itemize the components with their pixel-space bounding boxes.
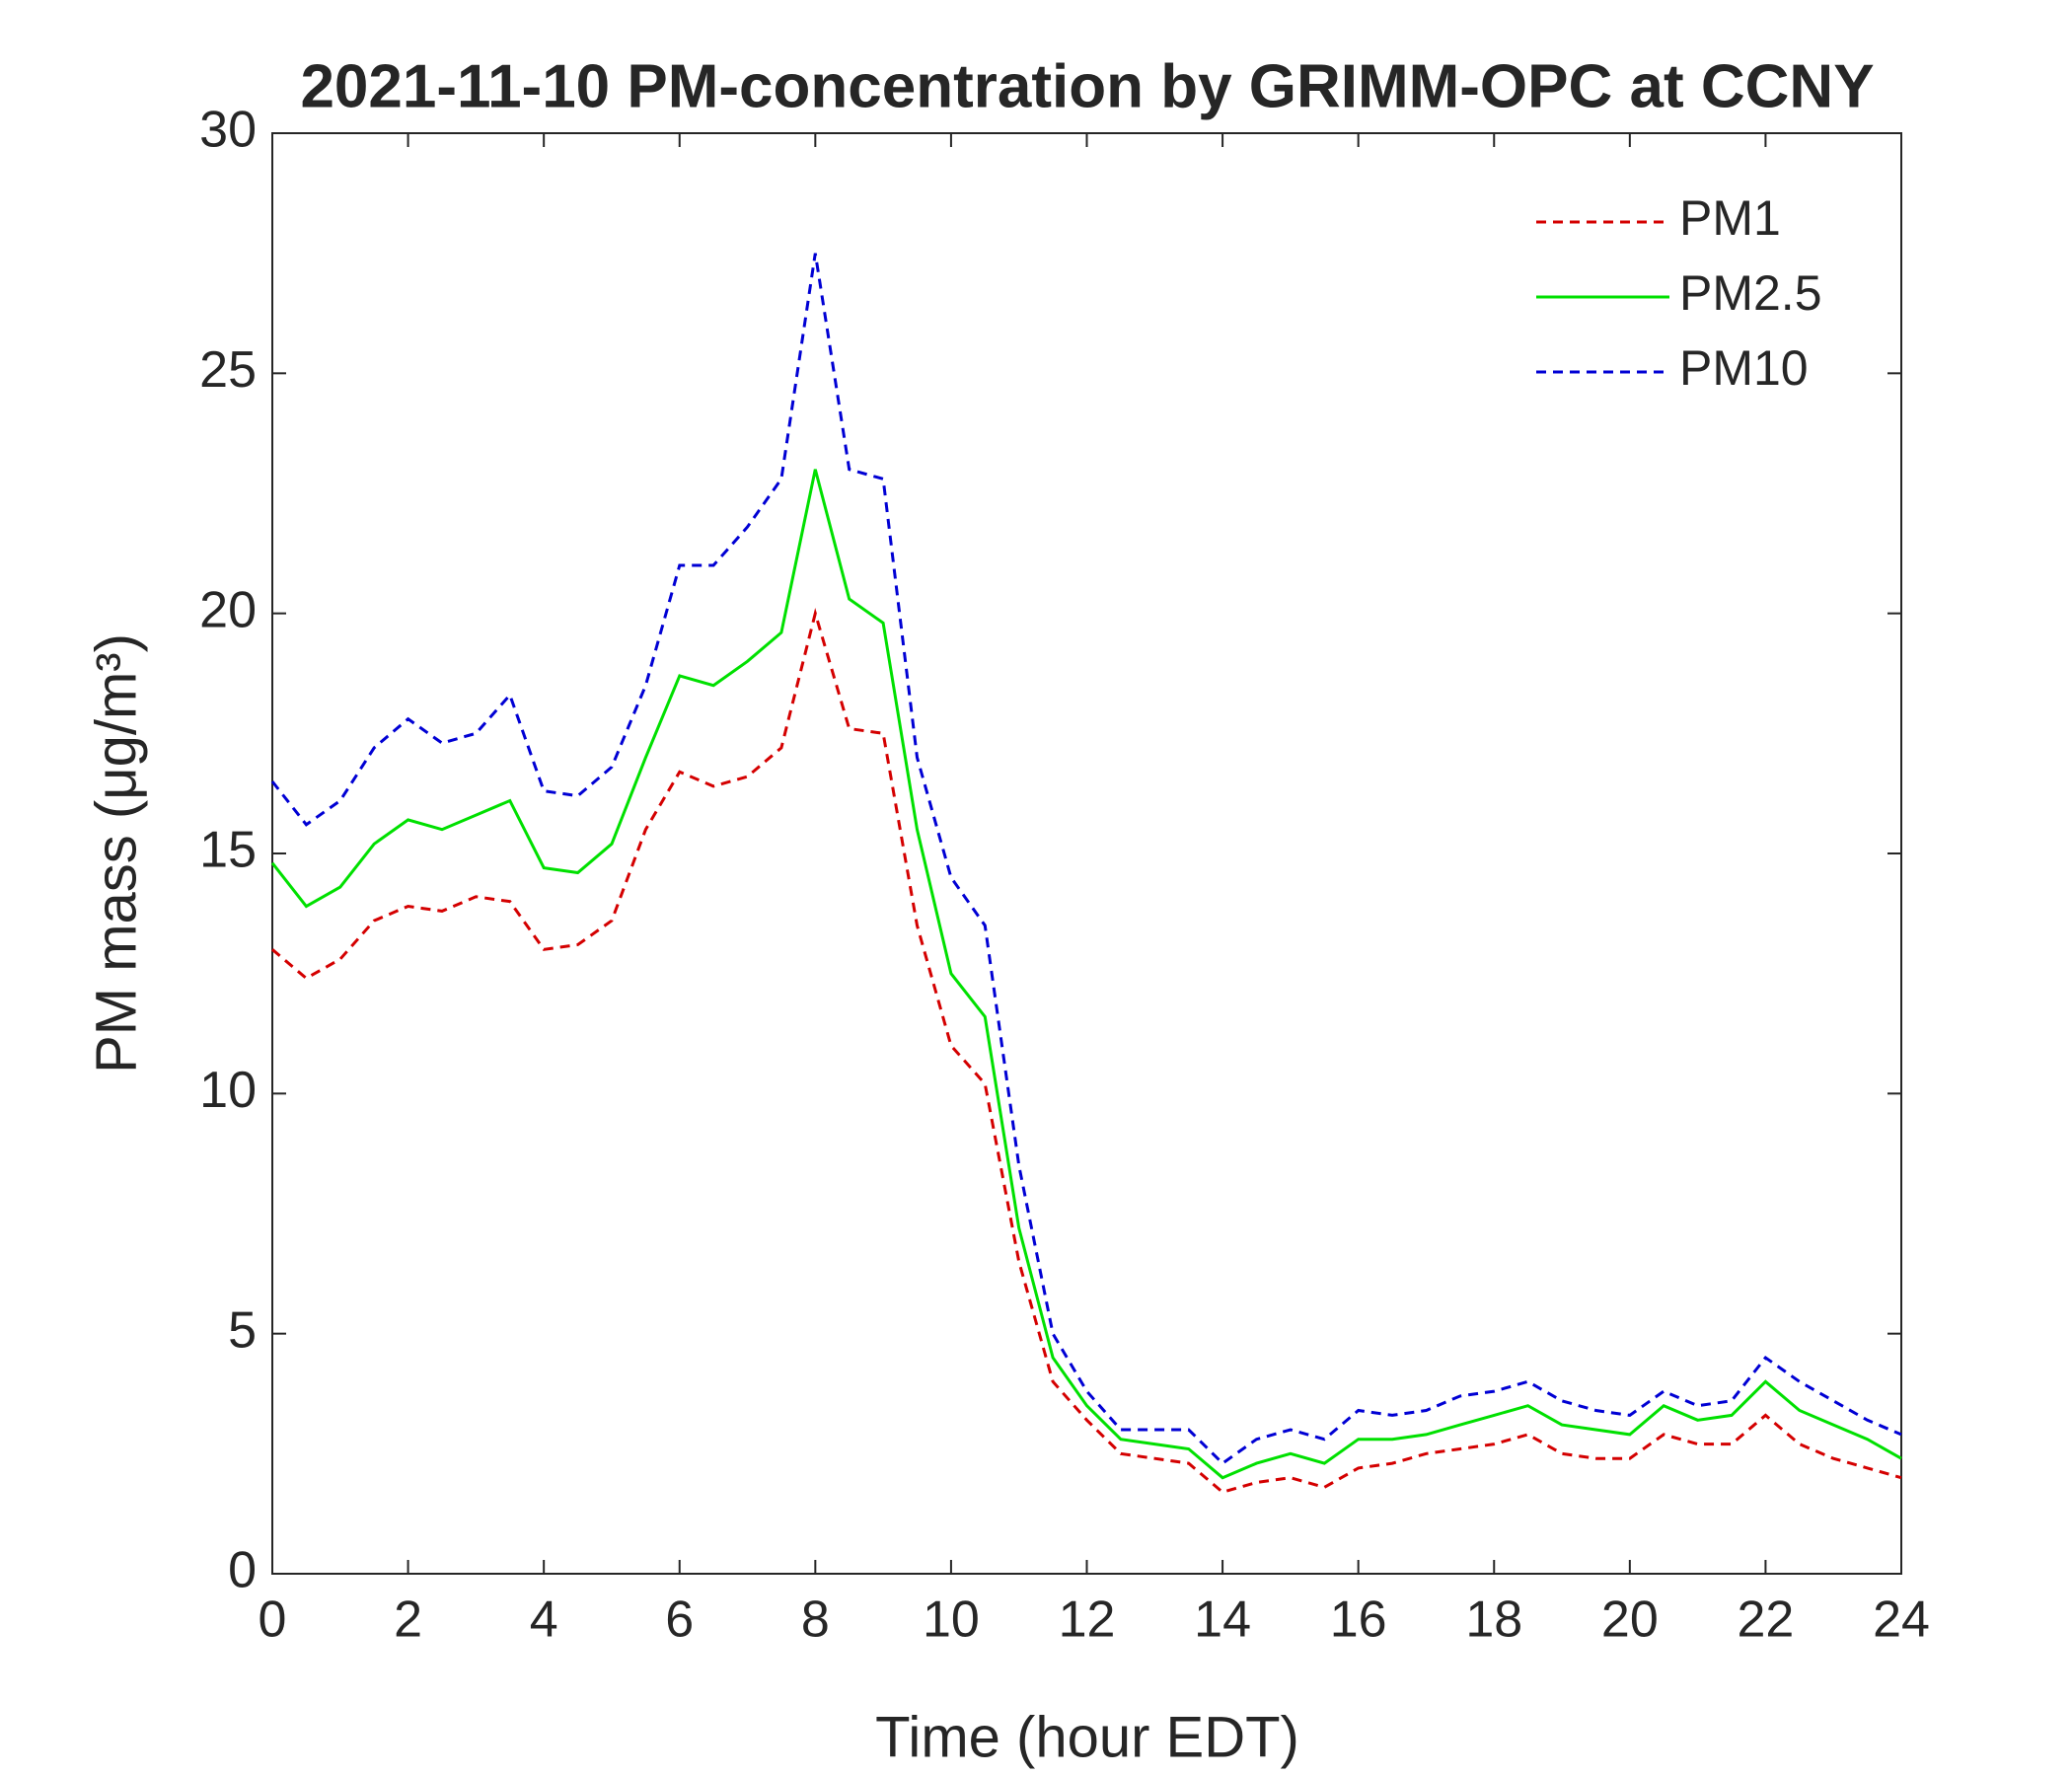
x-tick-label: 12 (1059, 1591, 1116, 1649)
y-tick-label: 30 (199, 102, 257, 159)
x-tick-label: 6 (665, 1591, 694, 1649)
x-axis-label: Time (hour EDT) (875, 1705, 1299, 1769)
plot-frame (271, 132, 1902, 1575)
x-tick-label: 18 (1465, 1591, 1522, 1649)
legend-label: PM10 (1679, 340, 1809, 396)
x-tick-label: 16 (1330, 1591, 1387, 1649)
legend-label: PM2.5 (1679, 265, 1822, 321)
x-tick-label: 24 (1873, 1591, 1930, 1649)
y-tick-label: 10 (199, 1062, 257, 1119)
x-tick-label: 0 (259, 1591, 287, 1649)
y-tick-label: 25 (199, 341, 257, 399)
x-tick-label: 4 (530, 1591, 558, 1649)
y-tick-label: 0 (228, 1542, 257, 1599)
line-series (270, 253, 1902, 1466)
x-tick-label: 20 (1601, 1591, 1659, 1649)
y-axis-label: PM mass (μg/m³) (84, 633, 148, 1073)
legend-label: PM1 (1679, 190, 1781, 246)
x-tick-label: 10 (923, 1591, 980, 1649)
y-tick-label: 15 (199, 822, 257, 879)
line-series (270, 469, 1902, 1480)
x-tick-label: 14 (1194, 1591, 1251, 1649)
line-series (271, 608, 1902, 1494)
y-tick-label: 20 (199, 581, 257, 638)
y-tick-label: 5 (228, 1301, 257, 1359)
chart-title: 2021-11-10 PM-concentration by GRIMM-OPC… (300, 52, 1874, 120)
x-tick-label: 22 (1737, 1591, 1794, 1649)
x-tick-label: 2 (394, 1591, 422, 1649)
x-tick-label: 8 (801, 1591, 830, 1649)
